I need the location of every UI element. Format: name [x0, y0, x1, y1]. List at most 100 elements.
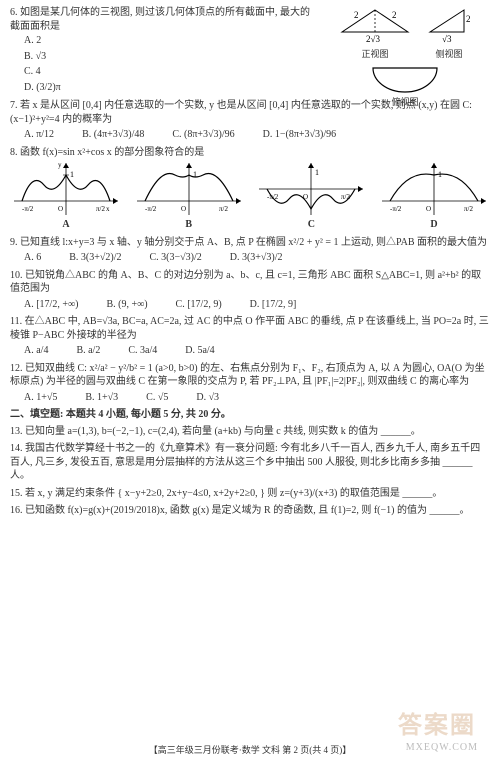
q8-graph-a: 1 x y O -π/2 π/2 A — [10, 161, 122, 232]
q16-body: 已知函数 f(x)=g(x)+(2019/2018)x, 函数 g(x) 是定义… — [25, 505, 469, 516]
q9-opt-b: B. 3(3+√2)/2 — [69, 251, 121, 265]
q11-options: A. a/4 B. a/2 C. 3a/4 D. 5a/4 — [24, 344, 490, 358]
q6-side-label: 侧视图 — [424, 48, 474, 60]
q13-body: 已知向量 a=(1,3), b=(−2,−1), c=(2,4), 若向量 (a… — [25, 426, 421, 437]
svg-text:√3: √3 — [442, 34, 452, 44]
q9-text: 9. 已知直线 l:x+y=3 与 x 轴、y 轴分别交于点 A、B, 点 P … — [10, 236, 490, 250]
q11-opt-c: C. 3a/4 — [128, 344, 157, 358]
q7-body: 若 x 是从区间 [0,4] 内任意选取的一个实数, y 也是从区间 [0,4]… — [10, 100, 472, 125]
q9-num: 9. — [10, 237, 18, 248]
q12-opt-b: B. 1+√3 — [85, 391, 118, 405]
q8-graph-c: 1 O -π/2 π/2 C — [255, 161, 367, 232]
q7-num: 7. — [10, 100, 18, 111]
question-16: 16. 已知函数 f(x)=g(x)+(2019/2018)x, 函数 g(x)… — [10, 504, 490, 518]
q9-body: 已知直线 l:x+y=3 与 x 轴、y 轴分别交于点 A、B, 点 P 在椭圆… — [20, 237, 487, 248]
q6-triangles-row: 2 2 2√3 正视图 2 √3 侧视图 — [336, 6, 474, 60]
svg-text:y: y — [58, 161, 62, 169]
q11-body: 在△ABC 中, AB=√3a, BC=a, AC=2a, 过 AC 的中点 O… — [10, 316, 489, 341]
q13-num: 13. — [10, 426, 23, 437]
q10-opt-d: D. [17/2, 9] — [250, 298, 297, 312]
q9-options: A. 6 B. 3(3+√2)/2 C. 3(3−√3)/2 D. 3(3+√3… — [24, 251, 490, 265]
q15-body: 若 x, y 满足约束条件 { x−y+2≥0, 2x+y−4≤0, x+2y+… — [25, 488, 442, 499]
q8-num: 8. — [10, 147, 18, 158]
q12-opt-d: D. √3 — [196, 391, 219, 405]
svg-text:1: 1 — [70, 170, 74, 179]
q13-text: 13. 已知向量 a=(1,3), b=(−2,−1), c=(2,4), 若向… — [10, 425, 490, 439]
svg-text:x: x — [106, 205, 110, 213]
q6-side-view: 2 √3 侧视图 — [424, 6, 474, 60]
q8-text: 8. 函数 f(x)=sin x²+cos x 的部分图象符合的是 — [10, 146, 490, 160]
q8-label-c: C — [308, 218, 315, 232]
section2-title: 二、填空题: 本题共 4 小题, 每小题 5 分, 共 20 分。 — [10, 408, 490, 422]
question-10: 10. 已知锐角△ABC 的角 A、B、C 的对边分别为 a、b、c, 且 c=… — [10, 269, 490, 312]
svg-text:O: O — [426, 205, 431, 213]
question-14: 14. 我国古代数学算经十书之一的《九章算术》有一衰分问题: 今有北乡八千一百人… — [10, 442, 490, 483]
curve-icon: 1 O -π/2 π/2 — [133, 161, 245, 217]
svg-text:2: 2 — [354, 10, 359, 20]
q10-text: 10. 已知锐角△ABC 的角 A、B、C 的对边分别为 a、b、c, 且 c=… — [10, 269, 490, 296]
q10-opt-b: B. (9, +∞) — [106, 298, 147, 312]
q12-text: 12. 已知双曲线 C: x²/a² − y²/b² = 1 (a>0, b>0… — [10, 362, 490, 389]
watermark-text: 答案圈 — [398, 710, 476, 742]
q7-text: 7. 若 x 是从区间 [0,4] 内任意选取的一个实数, y 也是从区间 [0… — [10, 99, 490, 126]
svg-text:O: O — [181, 205, 186, 213]
triangle-icon: 2 2 2√3 — [336, 6, 414, 48]
q11-text: 11. 在△ABC 中, AB=√3a, BC=a, AC=2a, 过 AC 的… — [10, 315, 490, 342]
q10-body: 已知锐角△ABC 的角 A、B、C 的对边分别为 a、b、c, 且 c=1, 三… — [10, 270, 481, 295]
q8-graphs: 1 x y O -π/2 π/2 A 1 O -π/2 π/2 — [10, 161, 490, 232]
svg-text:2√3: 2√3 — [366, 34, 380, 44]
q14-num: 14. — [10, 443, 23, 454]
triangle-icon: 2 √3 — [424, 6, 474, 48]
svg-text:-π/2: -π/2 — [145, 205, 157, 213]
q6-front-label: 正视图 — [336, 48, 414, 60]
question-11: 11. 在△ABC 中, AB=√3a, BC=a, AC=2a, 过 AC 的… — [10, 315, 490, 358]
page-footer: 【高三年级三月份联考·数学 文科 第 2 页(共 4 页)】 — [0, 744, 500, 756]
q15-text: 15. 若 x, y 满足约束条件 { x−y+2≥0, 2x+y−4≤0, x… — [10, 487, 490, 501]
q6-figures: 2 2 2√3 正视图 2 √3 侧视图 俯视图 — [320, 6, 490, 108]
svg-text:π/2: π/2 — [219, 205, 228, 213]
q6-front-view: 2 2 2√3 正视图 — [336, 6, 414, 60]
svg-text:π/2: π/2 — [464, 205, 473, 213]
q6-num: 6. — [10, 7, 18, 18]
curve-icon: 1 O -π/2 π/2 — [255, 161, 367, 217]
q8-graph-d: 1 O -π/2 π/2 D — [378, 161, 490, 232]
q8-label-a: A — [62, 218, 69, 232]
q6-body: 如图是某几何体的三视图, 则过该几何体顶点的所有截面中, 最大的截面面积是 — [10, 7, 310, 32]
question-7: 7. 若 x 是从区间 [0,4] 内任意选取的一个实数, y 也是从区间 [0… — [10, 99, 490, 142]
svg-text:1: 1 — [315, 168, 319, 177]
question-8: 8. 函数 f(x)=sin x²+cos x 的部分图象符合的是 1 x y … — [10, 146, 490, 232]
svg-text:π/2: π/2 — [96, 205, 105, 213]
svg-text:2: 2 — [392, 10, 397, 20]
q16-text: 16. 已知函数 f(x)=g(x)+(2019/2018)x, 函数 g(x)… — [10, 504, 490, 518]
svg-text:π/2: π/2 — [341, 193, 350, 201]
q12-num: 12. — [10, 363, 23, 374]
q10-opt-a: A. [17/2, +∞) — [24, 298, 78, 312]
q7-opt-d: D. 1−(8π+3√3)/96 — [263, 128, 336, 142]
q15-num: 15. — [10, 488, 23, 499]
q11-num: 11. — [10, 316, 22, 327]
q11-opt-a: A. a/4 — [24, 344, 48, 358]
q12-opt-c: C. √5 — [146, 391, 168, 405]
q8-body: 函数 f(x)=sin x²+cos x 的部分图象符合的是 — [20, 147, 204, 158]
curve-icon: 1 O -π/2 π/2 — [378, 161, 490, 217]
q7-opt-c: C. (8π+3√3)/96 — [172, 128, 234, 142]
svg-text:1: 1 — [193, 170, 197, 179]
q8-graph-b: 1 O -π/2 π/2 B — [133, 161, 245, 232]
q10-opt-c: C. [17/2, 9) — [176, 298, 222, 312]
q10-options: A. [17/2, +∞) B. (9, +∞) C. [17/2, 9) D.… — [24, 298, 490, 312]
q14-text: 14. 我国古代数学算经十书之一的《九章算术》有一衰分问题: 今有北乡八千一百人… — [10, 442, 490, 483]
q7-opt-a: A. π/12 — [24, 128, 54, 142]
q7-options: A. π/12 B. (4π+3√3)/48 C. (8π+3√3)/96 D.… — [24, 128, 490, 142]
question-12: 12. 已知双曲线 C: x²/a² − y²/b² = 1 (a>0, b>0… — [10, 362, 490, 405]
svg-text:-π/2: -π/2 — [22, 205, 34, 213]
svg-text:O: O — [58, 205, 63, 213]
q9-opt-d: D. 3(3+√3)/2 — [230, 251, 283, 265]
question-13: 13. 已知向量 a=(1,3), b=(−2,−1), c=(2,4), 若向… — [10, 425, 490, 439]
curve-icon: 1 x y O -π/2 π/2 — [10, 161, 122, 217]
q16-num: 16. — [10, 505, 23, 516]
q14-body: 我国古代数学算经十书之一的《九章算术》有一衰分问题: 今有北乡八千一百人, 西乡… — [10, 443, 480, 481]
svg-text:2: 2 — [466, 14, 471, 24]
q12-body: 已知双曲线 C: x²/a² − y²/b² = 1 (a>0, b>0) 的左… — [10, 363, 485, 388]
question-15: 15. 若 x, y 满足约束条件 { x−y+2≥0, 2x+y−4≤0, x… — [10, 487, 490, 501]
q8-label-d: D — [430, 218, 437, 232]
